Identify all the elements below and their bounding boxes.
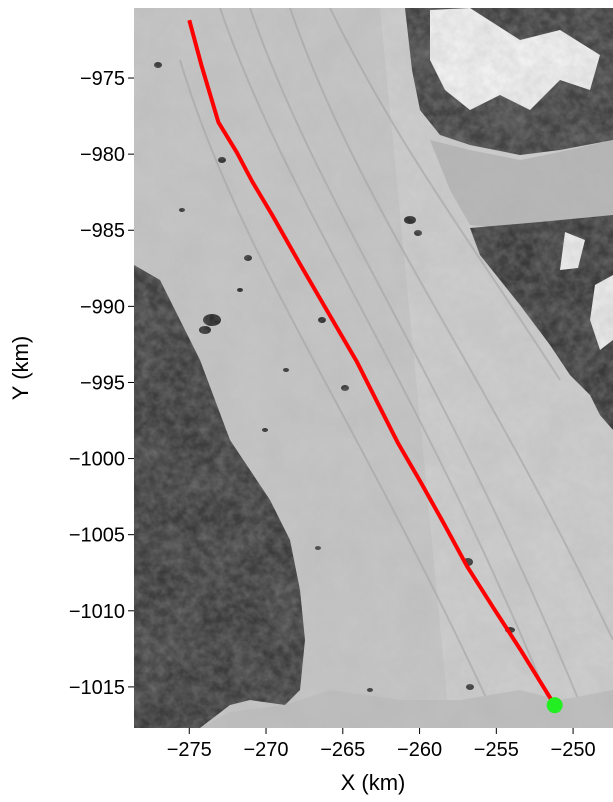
y-tick-label: −1005: [69, 525, 125, 547]
y-tick-label: −1015: [69, 677, 125, 699]
y-tick-label: −1000: [69, 449, 125, 471]
x-tick-label: −270: [244, 739, 289, 761]
y-tick-label: −980: [80, 144, 125, 166]
y-tick-label: −995: [80, 372, 125, 394]
y-tick-label: −975: [80, 68, 125, 90]
y-axis-ticks: −975 −980 −985 −990 −995 −1000 −1005 −1010 −1015: [69, 68, 134, 699]
satellite-image: [134, 8, 613, 728]
x-tick-label: −265: [320, 739, 365, 761]
x-tick-label: −260: [397, 739, 442, 761]
x-tick-label: −250: [551, 739, 596, 761]
flowline-layer: [187, 19, 563, 714]
y-tick-label: −990: [80, 296, 125, 318]
y-tick-label: −1010: [69, 601, 125, 623]
texture-speckle: [134, 8, 613, 728]
y-tick-label: −985: [80, 220, 125, 242]
x-tick-label: −275: [167, 739, 212, 761]
terminus-marker: [546, 697, 563, 714]
x-axis-ticks: −275 −270 −265 −260 −255 −250: [167, 728, 596, 761]
y-axis-label: Y (km): [8, 336, 33, 400]
flowline-path: [187, 19, 557, 707]
x-tick-label: −255: [474, 739, 519, 761]
x-axis-label: X (km): [341, 770, 406, 795]
